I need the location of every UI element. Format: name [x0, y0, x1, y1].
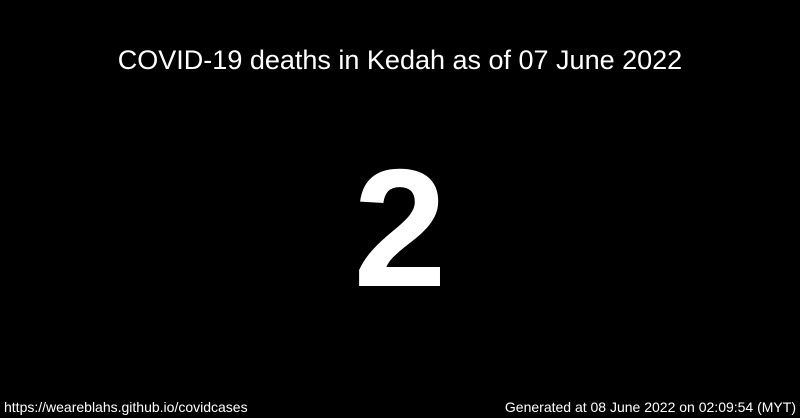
generated-timestamp: Generated at 08 June 2022 on 02:09:54 (M…	[504, 399, 796, 415]
death-count: 2	[353, 134, 447, 322]
source-url: https://weareblahs.github.io/covidcases	[4, 399, 248, 415]
page-title: COVID-19 deaths in Kedah as of 07 June 2…	[117, 45, 683, 75]
